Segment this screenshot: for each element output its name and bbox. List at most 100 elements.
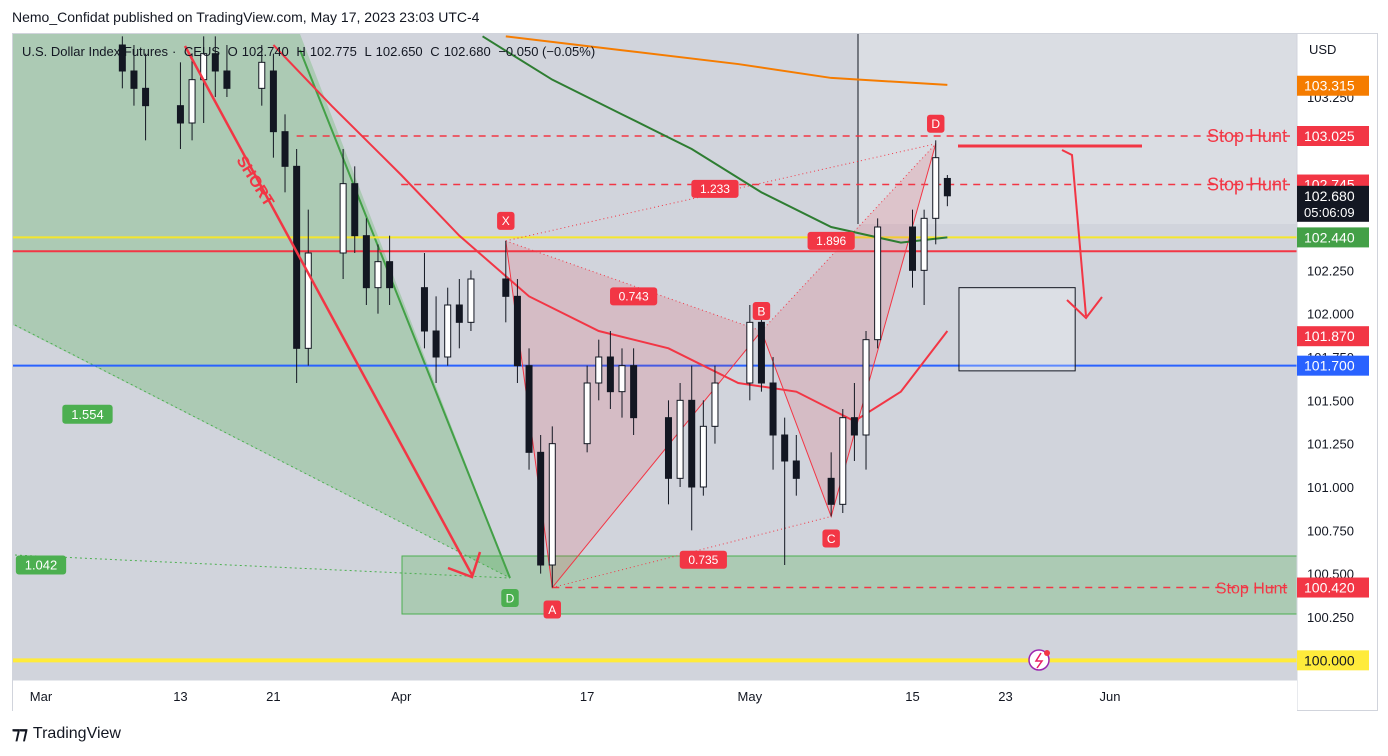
candle-body [386,261,394,289]
candle-body [664,417,672,479]
symbol-name[interactable]: U.S. Dollar Index Futures [22,44,168,59]
time-tick-label: Mar [30,689,53,704]
candle-body [943,177,951,197]
time-tick-label: 13 [173,689,187,704]
symbol-exchange: CEUS [183,44,221,59]
candle[interactable] [583,365,591,453]
candle[interactable] [606,331,614,409]
time-axis[interactable] [13,680,1297,711]
candle[interactable] [467,270,475,331]
moving-average-line [272,44,949,423]
candle[interactable] [432,296,440,383]
candle[interactable] [630,348,638,435]
lightning-bolt-icon [1034,652,1044,669]
tradingview-logo-icon[interactable]: ⁊⁊ [12,724,28,743]
short-arrow [183,45,474,576]
candle[interactable] [269,53,277,158]
candle[interactable] [223,45,231,97]
price-badge [1297,326,1369,347]
candle[interactable] [142,53,150,141]
candle[interactable] [339,149,347,279]
ratio-label-bg [807,231,855,250]
candle-body [467,278,475,323]
price-badge [1297,650,1369,671]
candle[interactable] [920,209,928,305]
candle[interactable] [850,383,858,461]
candle-body [769,382,777,436]
candle[interactable] [176,62,184,149]
candle[interactable] [827,452,835,517]
candle-body [548,443,556,566]
candle[interactable] [595,339,603,401]
candle[interactable] [374,244,382,314]
candle[interactable] [862,331,870,470]
candle[interactable] [618,348,626,418]
candle[interactable] [548,426,556,588]
candle[interactable] [711,365,719,444]
price-badge [1297,75,1369,96]
candle[interactable] [537,435,545,574]
candle-body [269,70,277,133]
candle[interactable] [909,209,916,288]
price-tick-label: 101.000 [1307,480,1354,495]
candle[interactable] [258,45,266,106]
time-tick-label: 23 [998,689,1012,704]
candle[interactable] [502,240,510,323]
candle[interactable] [676,383,684,487]
low-value: 102.650 [375,44,423,59]
candle[interactable] [664,400,672,505]
candle-body [711,382,719,427]
open-value: 102.740 [241,44,289,59]
candle[interactable] [444,287,452,366]
moving-average-line [482,35,948,244]
candle[interactable] [455,279,463,349]
candle[interactable] [281,114,289,193]
ratio-label-bg [610,287,658,306]
lightning-icon[interactable] [1028,649,1050,671]
brand-name[interactable]: TradingView [32,725,121,742]
candle[interactable] [513,279,521,383]
candle[interactable] [351,166,359,253]
moving-average-line [505,35,948,86]
candle[interactable] [293,149,301,383]
candle[interactable] [699,400,707,496]
candle[interactable] [688,365,696,531]
price-tick-label: 100.750 [1307,523,1354,538]
candle[interactable] [874,218,882,349]
candle-body [362,235,370,289]
candle[interactable] [746,305,754,401]
time-tick-label: May [738,689,763,704]
candle[interactable] [118,36,126,89]
candle[interactable] [769,357,777,470]
candle[interactable] [362,218,370,305]
point-label-d: D [931,117,940,131]
candle-body [223,70,231,89]
candle[interactable] [781,417,789,565]
stop-hunt-label: Stop Hunt [1207,175,1287,195]
candle[interactable] [932,140,940,245]
candle[interactable] [839,409,847,513]
candle[interactable] [792,435,800,496]
price-tick-label: 102.000 [1307,307,1354,322]
price-badge-label: 103.315 [1304,78,1355,94]
target-box[interactable] [958,287,1076,372]
candle[interactable] [188,53,196,141]
candle[interactable] [130,45,138,106]
candle[interactable] [943,175,951,207]
open-label: O [227,44,238,59]
candle[interactable] [757,313,765,392]
candle-body [188,79,196,124]
green-pattern-line [299,49,511,579]
candle[interactable] [211,36,219,97]
candle[interactable] [420,253,428,349]
candle[interactable] [525,348,533,470]
point-label-d-bg [927,114,945,133]
candle[interactable] [304,209,312,366]
arrowhead-icon [1066,296,1103,320]
candle-body [211,53,219,72]
candle-body [699,425,707,488]
green-ratio-label-bg [62,404,113,424]
candle[interactable] [386,235,394,305]
ratio-label-bg [691,179,739,198]
